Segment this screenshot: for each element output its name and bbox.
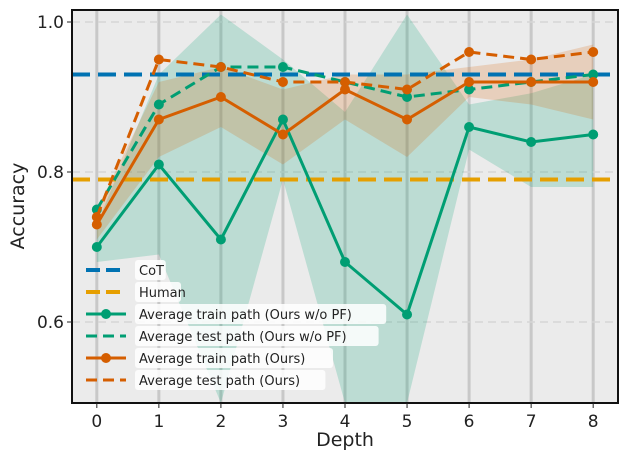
legend-label-background (135, 348, 333, 368)
data-point (91, 219, 102, 230)
x-tick-label: 5 (402, 412, 413, 432)
data-point (91, 212, 102, 222)
legend-label-background (135, 304, 387, 324)
x-tick-label: 8 (588, 412, 599, 432)
x-tick-label: 2 (215, 412, 226, 432)
data-point (340, 257, 350, 267)
data-point (215, 234, 226, 245)
data-point (464, 77, 475, 87)
data-point (402, 84, 413, 95)
y-tick-label: 1.0 (37, 13, 64, 33)
data-point (277, 62, 288, 72)
y-tick-label: 0.6 (37, 313, 64, 333)
legend: CoT Human Average train path (Ours w/o PF)… (86, 260, 387, 390)
series-line-1 (95, 65, 594, 211)
data-point (153, 159, 164, 170)
x-tick-label: 1 (153, 412, 164, 432)
legend-label: Average test path (Ours w/o PF) (139, 330, 347, 345)
data-point (588, 77, 599, 87)
data-point (277, 129, 288, 140)
y-axis-label: Accuracy (7, 163, 29, 250)
data-point (464, 122, 475, 132)
data-point (588, 129, 599, 140)
legend-label-background (135, 326, 379, 346)
data-point (526, 54, 537, 65)
data-point (153, 54, 164, 65)
legend-label-background (135, 370, 326, 390)
data-point (340, 77, 350, 87)
y-tick-label: 0.8 (37, 163, 64, 183)
data-point (91, 242, 102, 252)
data-point (402, 309, 413, 320)
data-point (402, 114, 413, 125)
legend-label: Average train path (Ours w/o PF) (139, 308, 352, 323)
data-point (153, 114, 164, 125)
legend-label: Average train path (Ours) (139, 352, 305, 367)
data-point (153, 99, 164, 110)
data-point (277, 77, 288, 87)
legend-label-background (135, 260, 166, 280)
data-point (464, 84, 475, 95)
data-point (464, 47, 475, 57)
x-tick-label: 6 (464, 412, 475, 432)
x-tick-label: 0 (91, 412, 102, 432)
data-point (588, 69, 599, 80)
legend-label: Human (139, 286, 186, 301)
data-point (402, 92, 413, 102)
data-point (588, 47, 599, 57)
x-tick-label: 4 (340, 412, 351, 432)
data-point (340, 84, 350, 95)
x-axis-label: Depth (316, 429, 374, 451)
legend-marker (101, 353, 111, 363)
legend-marker (101, 309, 111, 319)
legend-label: Average test path (Ours) (139, 374, 300, 389)
legend-label: CoT (139, 264, 164, 279)
x-tick-label: 7 (526, 412, 537, 432)
data-point (215, 62, 226, 72)
data-point (277, 114, 288, 125)
data-point (215, 92, 226, 102)
data-point (526, 77, 537, 87)
data-point (526, 137, 537, 147)
x-tick-label: 3 (278, 412, 289, 432)
legend-label-background (135, 282, 181, 302)
